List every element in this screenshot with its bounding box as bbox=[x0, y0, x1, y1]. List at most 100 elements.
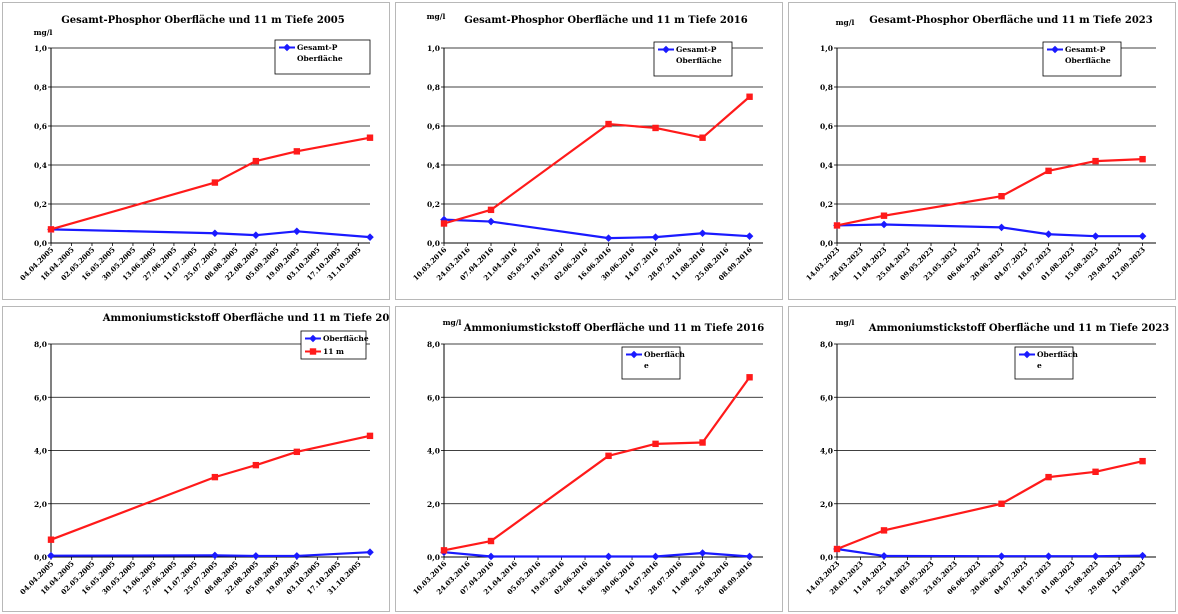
data-point bbox=[366, 233, 374, 241]
data-point bbox=[252, 231, 260, 239]
legend-label: e bbox=[1037, 361, 1042, 370]
y-tick-label: 0,8 bbox=[34, 83, 47, 92]
y-tick-label: 4,0 bbox=[427, 447, 440, 456]
y-tick-label: 2,0 bbox=[427, 500, 440, 509]
legend-box bbox=[621, 346, 681, 380]
chart-panel-phosphor-2016: Gesamt-Phosphor Oberfläche und 11 m Tief… bbox=[395, 2, 783, 300]
data-point bbox=[604, 234, 613, 242]
y-tick-label: 0,6 bbox=[427, 122, 440, 131]
data-point bbox=[293, 448, 301, 456]
data-point bbox=[293, 227, 301, 236]
series-line bbox=[836, 223, 1143, 238]
chart-title: Ammoniumstickstoff Oberfläche und 11 m T… bbox=[102, 313, 389, 324]
data-point bbox=[699, 439, 706, 446]
series-line bbox=[443, 218, 750, 240]
legend-label: Oberfläche bbox=[323, 334, 369, 343]
legend-marker bbox=[283, 43, 291, 52]
y-tick-label: 4,0 bbox=[34, 447, 47, 456]
data-point bbox=[1138, 551, 1147, 560]
y-tick-label: 8,0 bbox=[427, 340, 440, 349]
unit-label: mg/l bbox=[836, 18, 855, 27]
series-line bbox=[836, 460, 1143, 551]
data-point bbox=[293, 148, 301, 155]
data-point bbox=[211, 229, 219, 238]
y-tick-label: 1,0 bbox=[34, 44, 47, 53]
data-point bbox=[746, 374, 753, 381]
y-tick-label: 0,0 bbox=[34, 553, 47, 562]
legend-label: Oberfläche bbox=[297, 54, 343, 63]
data-point bbox=[1139, 457, 1146, 465]
legend-box bbox=[274, 39, 371, 75]
chart-panel-phosphor-2023: Gesamt-Phosphor Oberfläche und 11 m Tief… bbox=[788, 2, 1176, 300]
y-tick-label: 0,4 bbox=[427, 161, 440, 170]
series-line bbox=[836, 547, 1143, 558]
legend-marker bbox=[1051, 45, 1059, 54]
chart-svg: Ammoniumstickstoff Oberfläche und 11 m T… bbox=[18, 313, 389, 596]
y-tick-label: 0,0 bbox=[820, 239, 833, 248]
data-point bbox=[605, 120, 612, 128]
data-point bbox=[1045, 473, 1052, 481]
y-tick-label: 0,4 bbox=[34, 161, 47, 170]
data-point bbox=[880, 527, 888, 534]
chart-title: Gesamt-Phosphor Oberfläche und 11 m Tief… bbox=[869, 15, 1153, 26]
y-tick-label: 0,0 bbox=[820, 553, 833, 562]
data-point bbox=[833, 545, 841, 553]
data-point bbox=[366, 548, 374, 557]
chart-svg: Ammoniumstickstoff Oberfläche und 11 m T… bbox=[411, 318, 764, 596]
data-point bbox=[1139, 155, 1146, 163]
data-point bbox=[252, 461, 260, 469]
data-point bbox=[746, 93, 753, 100]
y-tick-label: 0,6 bbox=[34, 122, 47, 131]
legend-label: Gesamt-P bbox=[297, 43, 338, 52]
chart-panel-ammonium-2005: Ammoniumstickstoff Oberfläche und 11 m T… bbox=[2, 306, 390, 612]
unit-label: mg/l bbox=[443, 318, 462, 327]
data-point bbox=[47, 226, 55, 233]
chart-svg: Gesamt-Phosphor Oberfläche und 11 m Tief… bbox=[18, 15, 374, 282]
data-point bbox=[487, 552, 495, 561]
data-point bbox=[47, 551, 55, 560]
data-point bbox=[699, 134, 706, 141]
data-point bbox=[1138, 232, 1147, 240]
data-point bbox=[1092, 468, 1099, 475]
y-tick-label: 0,2 bbox=[820, 200, 833, 209]
data-point bbox=[47, 536, 55, 543]
data-point bbox=[1045, 167, 1052, 175]
series-line bbox=[443, 95, 751, 225]
series-line bbox=[50, 551, 371, 558]
chart-panel-ammonium-2023: Ammoniumstickstoff Oberfläche und 11 m T… bbox=[788, 306, 1176, 612]
y-tick-label: 2,0 bbox=[34, 500, 47, 509]
y-tick-label: 2,0 bbox=[820, 500, 833, 509]
unit-label: mg/l bbox=[34, 28, 53, 37]
legend-label: Oberfläch bbox=[1037, 350, 1078, 359]
data-point bbox=[440, 220, 448, 227]
legend-label: e bbox=[644, 361, 649, 370]
y-tick-label: 0,0 bbox=[427, 553, 440, 562]
data-point bbox=[252, 552, 260, 560]
data-point bbox=[997, 552, 1006, 561]
legend-box bbox=[1014, 346, 1074, 380]
data-point bbox=[745, 552, 754, 561]
data-point bbox=[998, 193, 1005, 200]
data-point bbox=[833, 222, 841, 229]
data-point bbox=[1092, 157, 1099, 165]
y-tick-label: 6,0 bbox=[34, 393, 47, 402]
legend-label: Gesamt-P bbox=[1065, 45, 1106, 54]
y-tick-label: 8,0 bbox=[34, 340, 47, 349]
y-tick-label: 0,0 bbox=[427, 239, 440, 248]
series-line bbox=[836, 158, 1143, 227]
series-line bbox=[50, 136, 371, 231]
data-point bbox=[1091, 232, 1100, 240]
data-point bbox=[487, 537, 495, 545]
series-line bbox=[443, 376, 751, 552]
legend-label: 11 m bbox=[323, 347, 344, 356]
data-point bbox=[651, 233, 660, 241]
unit-label: mg/l bbox=[836, 318, 855, 327]
data-point bbox=[651, 552, 660, 561]
data-point bbox=[698, 229, 707, 238]
data-point bbox=[211, 551, 219, 560]
data-point bbox=[745, 232, 754, 240]
data-point bbox=[652, 124, 659, 132]
legend-label: Gesamt-P bbox=[676, 45, 717, 54]
data-point bbox=[1044, 552, 1053, 561]
y-tick-label: 0,0 bbox=[34, 239, 47, 248]
